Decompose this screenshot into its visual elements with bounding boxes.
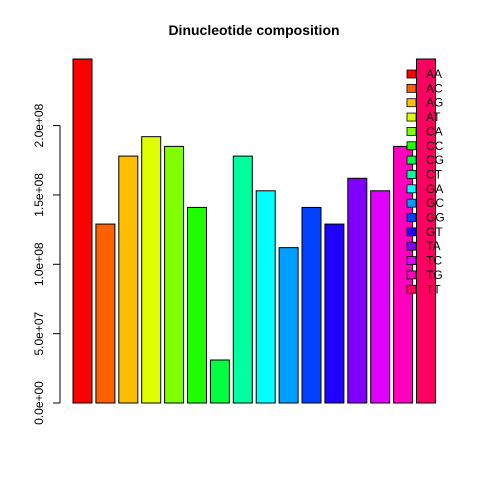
bar-gg bbox=[301, 206, 322, 404]
y-tick-label: 0.0e+00 bbox=[32, 381, 46, 425]
legend-swatch bbox=[406, 241, 417, 251]
legend-label: CA bbox=[426, 124, 443, 138]
legend-label: TA bbox=[426, 239, 440, 253]
legend-label: AC bbox=[426, 81, 443, 95]
bar-ag bbox=[118, 155, 139, 404]
bar-ac bbox=[95, 223, 116, 404]
legend-label: CT bbox=[426, 167, 443, 181]
legend-swatch bbox=[406, 141, 417, 151]
legend-swatch bbox=[406, 98, 417, 108]
legend-label: CC bbox=[426, 139, 444, 153]
legend-swatch bbox=[406, 155, 417, 165]
legend-swatch bbox=[406, 184, 417, 194]
bar-ct bbox=[232, 155, 253, 404]
bar-gt bbox=[324, 223, 345, 404]
legend-swatch bbox=[406, 112, 417, 122]
bar-aa bbox=[72, 58, 93, 404]
legend-label: TG bbox=[426, 268, 443, 282]
legend-swatch bbox=[406, 198, 417, 208]
bar-cg bbox=[209, 359, 230, 404]
legend-swatch bbox=[406, 270, 417, 280]
legend-swatch bbox=[406, 83, 417, 93]
bars bbox=[72, 58, 436, 404]
legend-swatch bbox=[406, 284, 417, 294]
legend-label: TC bbox=[426, 254, 442, 268]
legend-swatch bbox=[406, 127, 417, 136]
legend-label: GT bbox=[426, 225, 443, 239]
bar-ga bbox=[255, 190, 276, 404]
bar-tt bbox=[416, 58, 436, 404]
bar-gc bbox=[278, 247, 299, 404]
legend-label: GC bbox=[426, 196, 444, 210]
bar-cc bbox=[187, 206, 207, 404]
y-tick-label: 1.0e+08 bbox=[32, 242, 46, 286]
legend-swatch bbox=[406, 227, 417, 237]
y-tick-label: 2.0e+08 bbox=[32, 103, 46, 147]
legend-label: CG bbox=[426, 153, 444, 167]
legend-label: AT bbox=[426, 110, 441, 124]
bar-tc bbox=[370, 190, 391, 404]
legend-swatch bbox=[406, 69, 417, 79]
bar-ca bbox=[164, 145, 185, 404]
y-tick-label: 1.5e+08 bbox=[32, 173, 46, 217]
y-axis: 0.0e+00 5.0e+07 1.0e+08 1.5e+08 2.0e+08 bbox=[32, 103, 61, 425]
bar-at bbox=[141, 136, 162, 404]
chart-title: Dinucleotide composition bbox=[168, 22, 339, 38]
legend-label: AA bbox=[426, 67, 442, 81]
legend-swatch bbox=[406, 170, 417, 179]
legend-label: GA bbox=[426, 182, 443, 196]
bar-ta bbox=[347, 177, 368, 404]
y-tick-label: 5.0e+07 bbox=[32, 311, 46, 355]
legend-label: AG bbox=[426, 96, 443, 110]
legend-swatch bbox=[406, 213, 417, 222]
legend-swatch bbox=[406, 256, 417, 265]
legend-label: GG bbox=[426, 211, 445, 225]
legend-label: TT bbox=[426, 282, 441, 296]
